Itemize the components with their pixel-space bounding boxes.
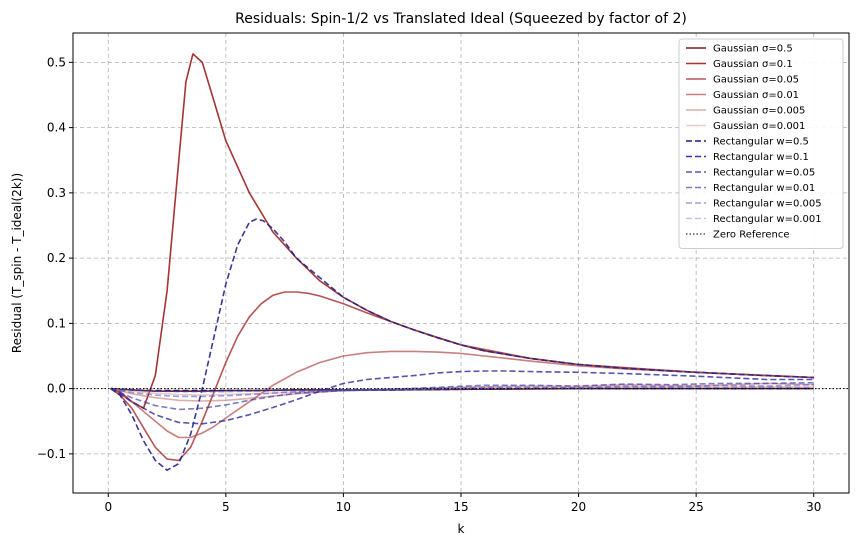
series-line-9 (110, 381, 814, 411)
plot-series (73, 53, 849, 471)
x-tick-label: 20 (571, 500, 586, 514)
legend-label: Gaussian σ=0.005 (713, 106, 805, 117)
y-tick-label: −0.1 (37, 447, 66, 461)
y-axis-label: Residual (T_spin - T_ideal(2k)) (10, 173, 24, 353)
legend-label: Rectangular w=0.001 (713, 214, 822, 225)
axis-ticks: 0 5 10 15 20 25 30 −0.1 0.0 0.1 0.2 0.3 0.4 0.5 (37, 55, 822, 514)
legend-label: Rectangular w=0.5 (713, 137, 809, 148)
x-tick-label: 30 (806, 500, 821, 514)
legend: Gaussian σ=0.5 Gaussian σ=0.1 Gaussian σ=0… (678, 38, 844, 249)
legend-label: Gaussian σ=0.1 (713, 59, 793, 70)
x-tick-label: 5 (222, 500, 230, 514)
x-tick-label: 15 (453, 500, 468, 514)
legend-label: Rectangular w=0.01 (713, 183, 815, 194)
y-tick-label: 0.4 (47, 121, 66, 135)
x-tick-label: 25 (689, 500, 704, 514)
legend-label: Zero Reference (713, 230, 790, 241)
series-line-3 (110, 350, 814, 439)
legend-label: Gaussian σ=0.05 (713, 75, 799, 86)
x-axis-label: k (458, 522, 465, 536)
legend-box (678, 38, 844, 249)
series-line-11 (110, 386, 814, 393)
series-line-10 (110, 383, 814, 398)
y-tick-label: 0.3 (47, 186, 66, 200)
legend-label: Rectangular w=0.005 (713, 199, 822, 210)
y-tick-label: 0.2 (47, 251, 66, 265)
x-tick-label: 0 (104, 500, 112, 514)
legend-label: Gaussian σ=0.001 (713, 121, 805, 132)
x-tick-label: 10 (336, 500, 351, 514)
series-line-7 (110, 218, 814, 471)
series-line-8 (110, 370, 814, 425)
legend-label: Rectangular w=0.05 (713, 168, 815, 179)
legend-label: Rectangular w=0.1 (713, 152, 809, 163)
chart-title: Residuals: Spin-1/2 vs Translated Ideal … (235, 11, 687, 27)
y-tick-label: 0.1 (47, 316, 66, 330)
y-tick-label: 0.5 (47, 55, 66, 69)
legend-label: Gaussian σ=0.5 (713, 44, 793, 55)
legend-label: Gaussian σ=0.01 (713, 90, 799, 101)
y-tick-label: 0.0 (47, 382, 66, 396)
